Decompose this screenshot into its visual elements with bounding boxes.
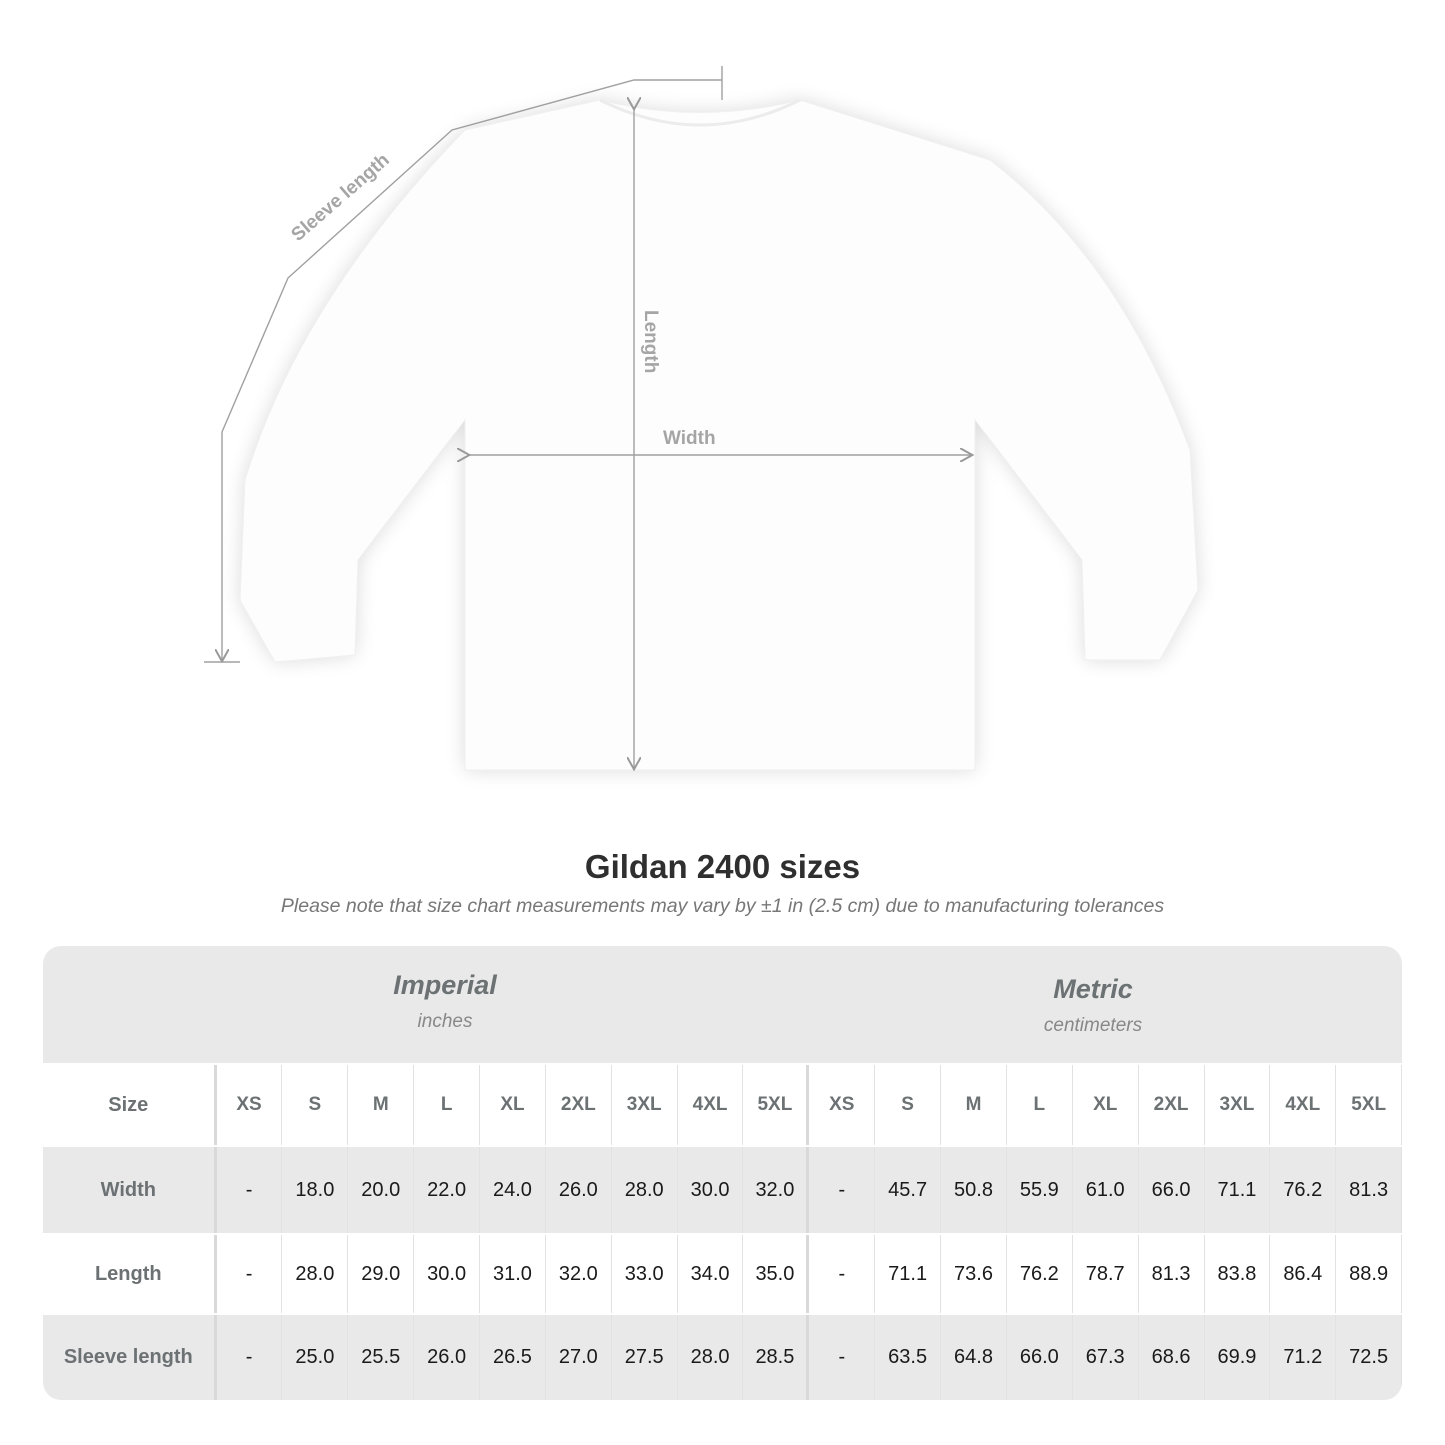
imperial-size-xs: XS <box>217 1065 283 1145</box>
imperial-size-l: L <box>414 1065 481 1145</box>
imperial-value-cell: 24.0 <box>480 1147 546 1233</box>
imperial-size-m: M <box>348 1065 415 1145</box>
imperial-size-xl: XL <box>480 1065 546 1145</box>
imperial-value-cell: 31.0 <box>480 1235 546 1313</box>
imperial-size-3xl: 3XL <box>612 1065 678 1145</box>
imperial-value-cell: 28.0 <box>612 1147 678 1233</box>
imperial-size-4xl: 4XL <box>678 1065 744 1145</box>
width-measure: Width <box>468 428 971 455</box>
imperial-size-5xl: 5XL <box>743 1065 810 1145</box>
imperial-value-cell: - <box>217 1235 283 1313</box>
table-row-width: Width -18.0 20.0 22.0 24.0 26.0 28.0 30.0 32.0-4… <box>43 1147 1402 1233</box>
length-measure: Length <box>634 108 661 768</box>
metric-value-cell: 45.7 <box>875 1147 942 1233</box>
size-table: Imperial inches Metric centimeters Size X… <box>43 946 1402 1400</box>
imperial-value-cell: 35.0 <box>743 1235 810 1313</box>
imperial-value-cell: 26.5 <box>480 1315 546 1400</box>
imperial-value-cell: 28.5 <box>743 1315 810 1400</box>
metric-value-cell: 69.9 <box>1205 1315 1271 1400</box>
imperial-value-cell: - <box>217 1315 283 1400</box>
metric-value-cell: 81.3 <box>1139 1235 1205 1313</box>
imperial-value-cell: 20.0 <box>348 1147 415 1233</box>
imperial-value-cell: 27.5 <box>612 1315 678 1400</box>
metric-value-cell: - <box>809 1235 876 1313</box>
metric-value-cell: 81.3 <box>1336 1147 1402 1233</box>
imperial-title: Imperial <box>393 970 497 1000</box>
metric-size-l: L <box>1007 1065 1073 1145</box>
metric-size-5xl: 5XL <box>1336 1065 1402 1145</box>
imperial-value-cell: 27.0 <box>546 1315 612 1400</box>
metric-value-cell: 73.6 <box>941 1235 1007 1313</box>
metric-value-cell: 68.6 <box>1139 1315 1205 1400</box>
imperial-value-cell: 30.0 <box>414 1235 481 1313</box>
table-header-band <box>43 946 1402 1063</box>
metric-size-xl: XL <box>1073 1065 1139 1145</box>
metric-value-cell: 88.9 <box>1336 1235 1402 1313</box>
metric-title: Metric <box>1053 974 1133 1004</box>
metric-value-cell: - <box>809 1315 876 1400</box>
metric-value-cell: 64.8 <box>941 1315 1007 1400</box>
metric-value-cell: 50.8 <box>941 1147 1007 1233</box>
width-label: Width <box>663 428 716 449</box>
imperial-value-cell: - <box>217 1147 283 1233</box>
metric-value-cell: 61.0 <box>1073 1147 1139 1233</box>
metric-value-cell: 71.1 <box>1205 1147 1271 1233</box>
metric-value-cell: 71.1 <box>875 1235 942 1313</box>
imperial-size-2xl: 2XL <box>546 1065 612 1145</box>
metric-size-4xl: 4XL <box>1270 1065 1337 1145</box>
metric-value-cell: 63.5 <box>875 1315 942 1400</box>
row-label: Width <box>43 1147 217 1233</box>
imperial-unit: inches <box>417 1011 473 1032</box>
shirt-diagram: Sleeve length Length Width <box>204 66 1199 820</box>
metric-value-cell: 66.0 <box>1007 1315 1073 1400</box>
imperial-value-cell: 32.0 <box>743 1147 810 1233</box>
imperial-value-cell: 18.0 <box>282 1147 349 1233</box>
table-row-length: Length -28.0 29.0 30.0 31.0 32.0 33.0 34.0 35.0-… <box>43 1235 1402 1313</box>
imperial-value-cell: 22.0 <box>414 1147 481 1233</box>
metric-size-2xl: 2XL <box>1139 1065 1205 1145</box>
length-label: Length <box>640 310 661 373</box>
metric-value-cell: 67.3 <box>1073 1315 1139 1400</box>
imperial-value-cell: 25.5 <box>348 1315 415 1400</box>
metric-value-cell: 71.2 <box>1270 1315 1337 1400</box>
metric-group-header: Metric centimeters <box>863 974 1323 1091</box>
metric-size-s: S <box>875 1065 942 1145</box>
metric-unit: centimeters <box>1043 1015 1143 1036</box>
imperial-value-cell: 29.0 <box>348 1235 415 1313</box>
imperial-value-cell: 34.0 <box>678 1235 744 1313</box>
metric-size-3xl: 3XL <box>1205 1065 1271 1145</box>
row-label: Sleeve length <box>43 1315 217 1400</box>
size-header-row: Size XS S M L XL 2XL 3XL 4XL 5XL XS S M L XL 2XL 3XL 4XL 5… <box>43 1065 1402 1145</box>
imperial-size-s: S <box>282 1065 349 1145</box>
row-label: Length <box>43 1235 217 1313</box>
metric-value-cell: 76.2 <box>1007 1235 1073 1313</box>
table-row-sleeve-length: Sleeve length -25.0 25.5 26.0 26.5 27.0 27.5 28… <box>43 1315 1402 1400</box>
imperial-value-cell: 25.0 <box>282 1315 349 1400</box>
metric-value-cell: 86.4 <box>1270 1235 1337 1313</box>
imperial-value-cell: 28.0 <box>282 1235 349 1313</box>
metric-value-cell: 72.5 <box>1336 1315 1402 1400</box>
imperial-group-header: Imperial inches <box>217 970 673 1087</box>
shirt-illustration <box>239 98 1199 771</box>
metric-size-m: M <box>941 1065 1007 1145</box>
page-title: Gildan 2400 sizes <box>584 848 861 885</box>
imperial-value-cell: 33.0 <box>612 1235 678 1313</box>
metric-value-cell: 76.2 <box>1270 1147 1337 1233</box>
metric-value-cell: 83.8 <box>1205 1235 1271 1313</box>
metric-value-cell: - <box>809 1147 876 1233</box>
metric-size-xs: XS <box>809 1065 876 1145</box>
size-label: Size <box>43 1065 217 1145</box>
imperial-value-cell: 26.0 <box>414 1315 481 1400</box>
metric-value-cell: 66.0 <box>1139 1147 1205 1233</box>
imperial-value-cell: 30.0 <box>678 1147 744 1233</box>
metric-value-cell: 55.9 <box>1007 1147 1073 1233</box>
imperial-value-cell: 32.0 <box>546 1235 612 1313</box>
metric-value-cell: 78.7 <box>1073 1235 1139 1313</box>
imperial-value-cell: 26.0 <box>546 1147 612 1233</box>
tolerance-note: Please note that size chart measurements… <box>280 895 1165 917</box>
imperial-value-cell: 28.0 <box>678 1315 744 1400</box>
